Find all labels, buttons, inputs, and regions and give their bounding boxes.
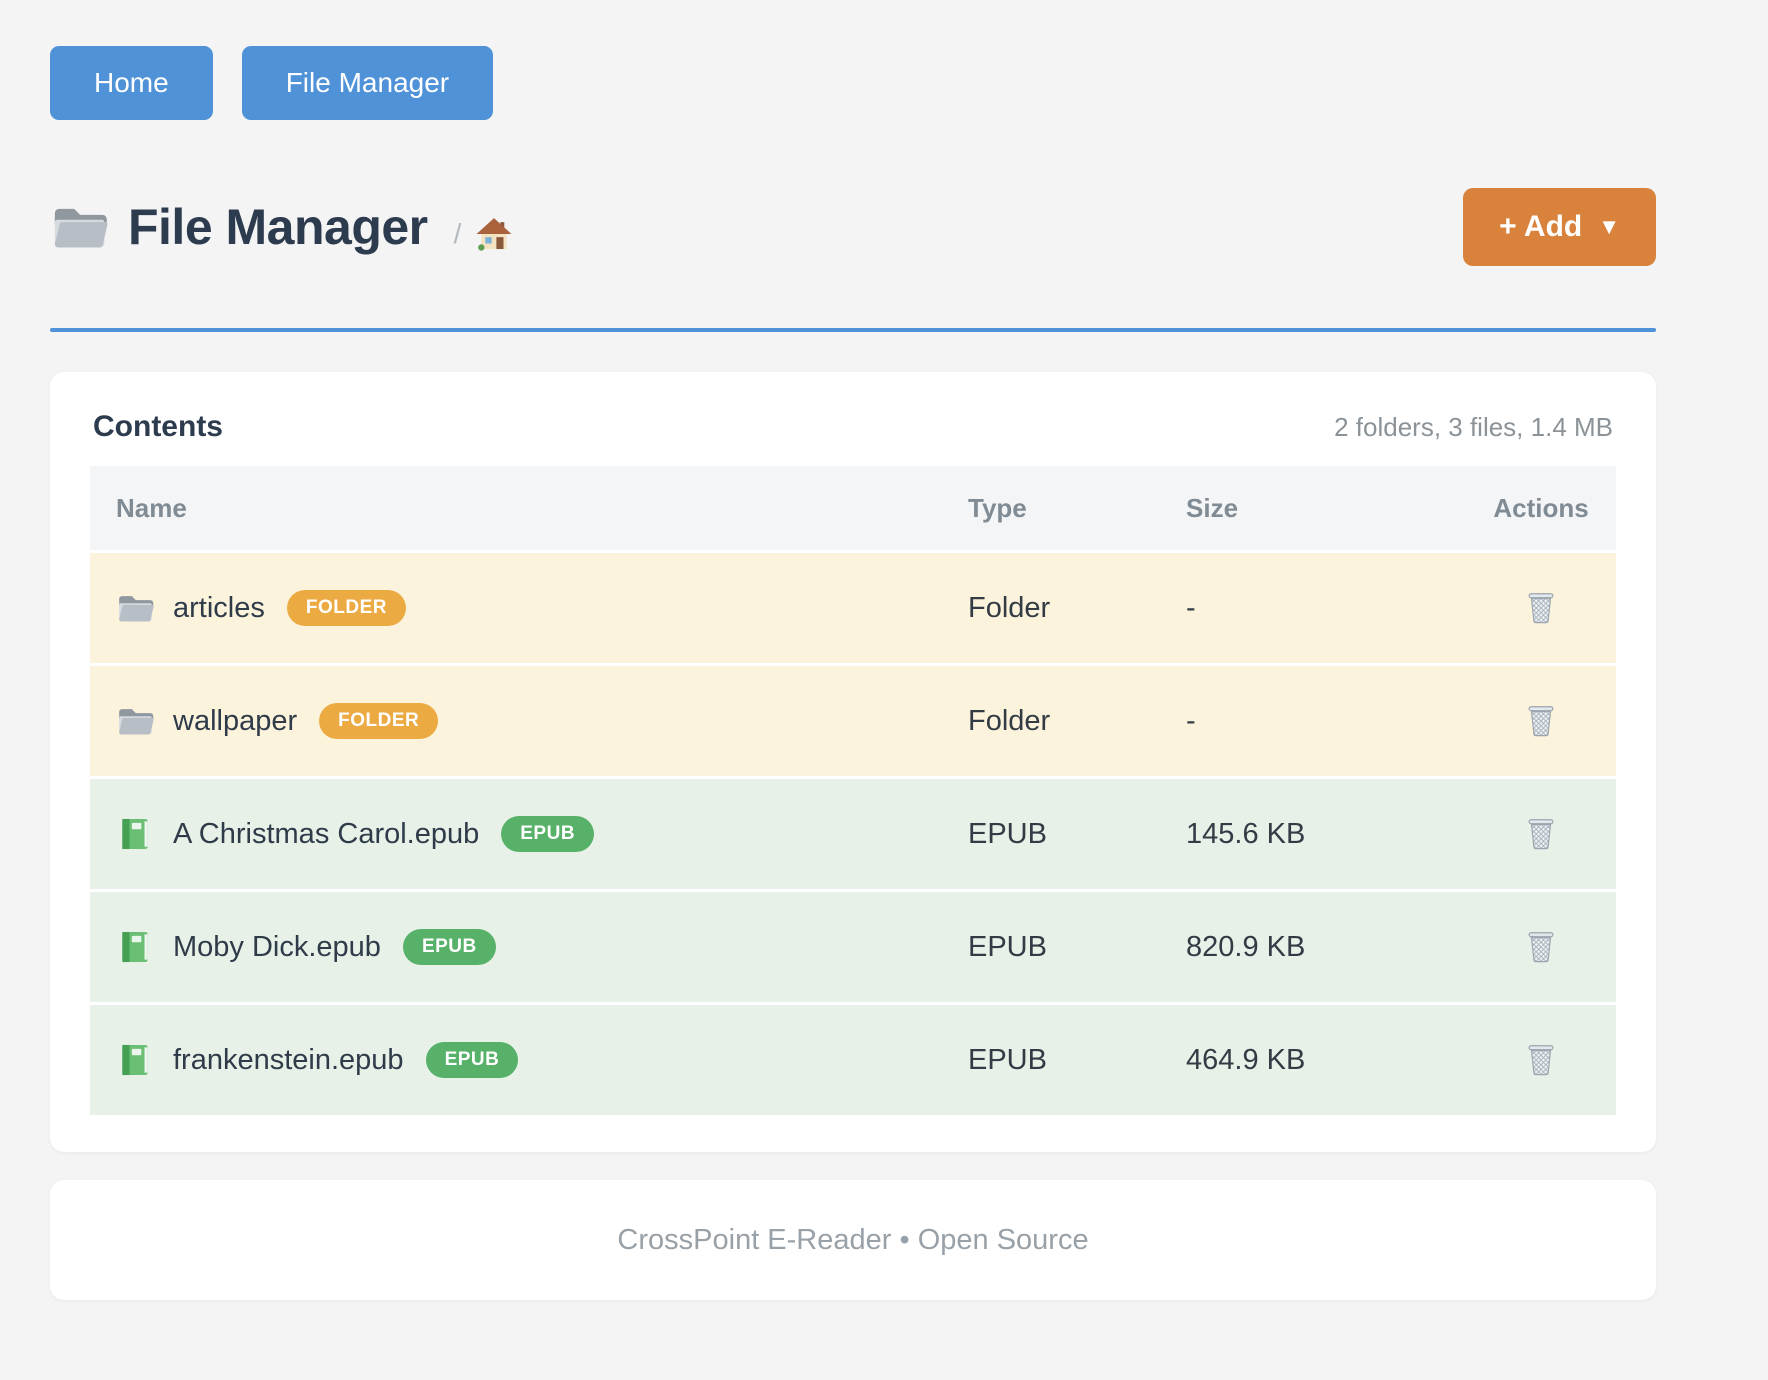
file-size: - <box>1186 704 1196 737</box>
add-button-label: + Add <box>1499 210 1583 243</box>
breadcrumb: / <box>454 215 514 253</box>
trash-icon <box>1522 1041 1560 1079</box>
table-header-row: Name Type Size Actions <box>90 466 1616 553</box>
book-icon <box>116 1041 154 1079</box>
house-icon[interactable] <box>475 215 513 253</box>
page-header: File Manager / + Add ▼ <box>50 188 1656 266</box>
table-row[interactable]: Moby Dick.epub EPUB EPUB 820.9 KB <box>90 892 1616 1005</box>
column-header-type: Type <box>968 492 1027 523</box>
trash-icon <box>1522 928 1560 966</box>
delete-button[interactable] <box>1518 1037 1564 1083</box>
file-type: Folder <box>968 591 1051 624</box>
column-header-actions: Actions <box>1493 492 1589 523</box>
table-row[interactable]: articles FOLDER Folder - <box>90 553 1616 666</box>
footer-text: CrossPoint E-Reader • Open Source <box>617 1223 1089 1256</box>
type-badge: EPUB <box>402 929 496 965</box>
file-name: articles <box>173 591 265 624</box>
table-row[interactable]: A Christmas Carol.epub EPUB EPUB 145.6 K… <box>90 779 1616 892</box>
file-size: 464.9 KB <box>1186 1043 1306 1076</box>
file-type: Folder <box>968 704 1051 737</box>
file-size: 145.6 KB <box>1186 817 1306 850</box>
file-size: 820.9 KB <box>1186 930 1306 963</box>
trash-icon <box>1522 702 1560 740</box>
book-icon <box>116 928 154 966</box>
file-name: frankenstein.epub <box>173 1043 404 1076</box>
home-button[interactable]: Home <box>50 46 213 120</box>
type-badge: FOLDER <box>319 703 439 739</box>
column-header-name: Name <box>116 492 187 523</box>
folder-icon <box>116 702 154 740</box>
book-icon <box>116 815 154 853</box>
file-type: EPUB <box>968 930 1047 963</box>
column-header-size: Size <box>1186 492 1239 523</box>
add-button[interactable]: + Add ▼ <box>1463 188 1656 266</box>
table-body: articles FOLDER Folder - wallpaper FOLDE… <box>90 553 1616 1118</box>
file-name-cell[interactable]: wallpaper FOLDER <box>90 702 946 740</box>
file-name-cell[interactable]: frankenstein.epub EPUB <box>90 1041 946 1079</box>
file-type: EPUB <box>968 1043 1047 1076</box>
file-name: Moby Dick.epub <box>173 930 381 963</box>
breadcrumb-separator: / <box>453 218 462 249</box>
contents-card: Contents 2 folders, 3 files, 1.4 MB Name… <box>50 372 1656 1152</box>
file-name-cell[interactable]: articles FOLDER <box>90 589 946 627</box>
top-nav: Home File Manager <box>50 46 1656 120</box>
type-badge: EPUB <box>501 816 595 852</box>
folder-icon <box>116 589 154 627</box>
contents-summary: 2 folders, 3 files, 1.4 MB <box>1334 412 1613 442</box>
file-table: Name Type Size Actions articles FOLDER F… <box>90 466 1616 1118</box>
file-manager-button[interactable]: File Manager <box>241 46 494 120</box>
table-row[interactable]: wallpaper FOLDER Folder - <box>90 666 1616 779</box>
table-row[interactable]: frankenstein.epub EPUB EPUB 464.9 KB <box>90 1005 1616 1118</box>
folder-icon <box>50 198 108 256</box>
trash-icon <box>1522 815 1560 853</box>
delete-button[interactable] <box>1518 811 1564 857</box>
footer-card: CrossPoint E-Reader • Open Source <box>50 1180 1656 1300</box>
file-type: EPUB <box>968 817 1047 850</box>
type-badge: EPUB <box>425 1042 519 1078</box>
file-name-cell[interactable]: Moby Dick.epub EPUB <box>90 928 946 966</box>
page-title: File Manager <box>128 199 428 255</box>
type-badge: FOLDER <box>286 590 406 626</box>
trash-icon <box>1522 589 1560 627</box>
file-size: - <box>1186 591 1196 624</box>
title-divider <box>50 328 1656 332</box>
file-name: A Christmas Carol.epub <box>173 817 480 850</box>
delete-button[interactable] <box>1518 698 1564 744</box>
file-name: wallpaper <box>173 704 298 737</box>
page: Home File Manager File Manager / + Add ▼… <box>50 0 1656 1300</box>
contents-heading: Contents <box>93 410 223 443</box>
chevron-down-icon: ▼ <box>1598 214 1620 239</box>
delete-button[interactable] <box>1518 585 1564 631</box>
file-name-cell[interactable]: A Christmas Carol.epub EPUB <box>90 815 946 853</box>
delete-button[interactable] <box>1518 924 1564 970</box>
